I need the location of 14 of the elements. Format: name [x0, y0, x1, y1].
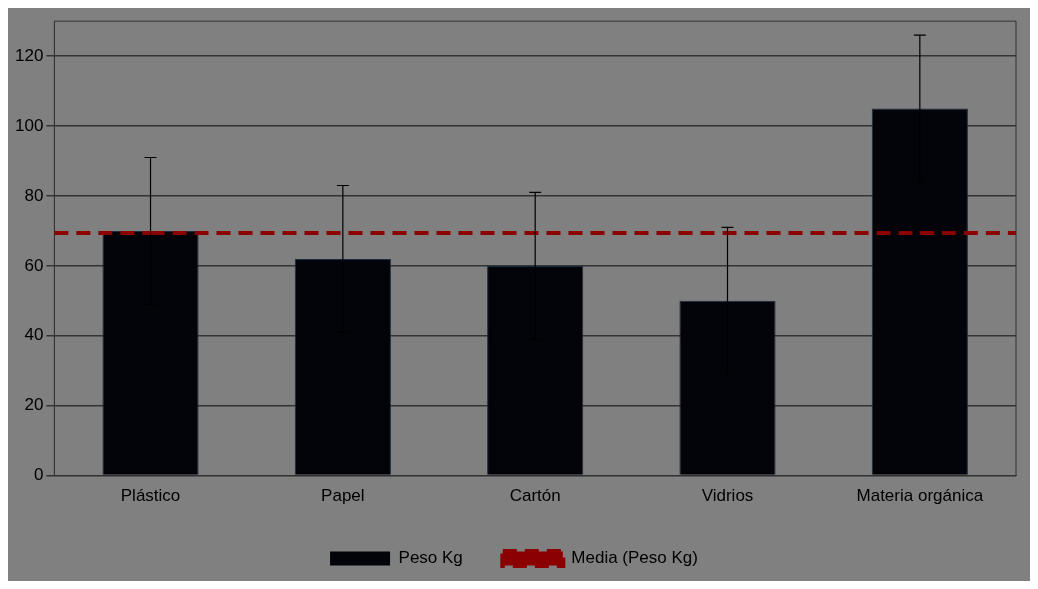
y-tick-label: 120 — [14, 45, 44, 65]
x-tick-label: Plástico — [120, 486, 181, 506]
legend-label: Media (Peso Kg) — [571, 548, 698, 568]
y-tick-label: 40 — [24, 325, 44, 345]
y-tick-label: 60 — [24, 255, 44, 275]
legend-label: Peso Kg — [398, 548, 463, 568]
x-tick-label: Vidrios — [701, 486, 754, 506]
y-tick-label: 80 — [24, 185, 44, 205]
y-tick-label: 100 — [14, 115, 44, 135]
x-tick-label: Materia orgánica — [856, 486, 984, 506]
y-tick-label: 20 — [24, 395, 44, 415]
x-tick-label: Cartón — [509, 486, 561, 506]
x-tick-label: Papel — [321, 486, 365, 506]
y-tick-label: 0 — [33, 465, 44, 485]
